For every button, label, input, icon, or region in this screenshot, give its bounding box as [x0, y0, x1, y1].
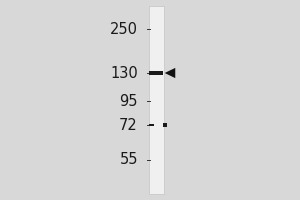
Text: 130: 130 [110, 66, 138, 80]
Text: 72: 72 [119, 117, 138, 132]
Text: 95: 95 [119, 94, 138, 108]
Bar [149, 124, 154, 126]
Bar [148, 6, 164, 194]
Bar [149, 71, 163, 75]
Text: 55: 55 [119, 152, 138, 168]
Text: 250: 250 [110, 21, 138, 36]
Polygon shape [165, 68, 175, 78]
